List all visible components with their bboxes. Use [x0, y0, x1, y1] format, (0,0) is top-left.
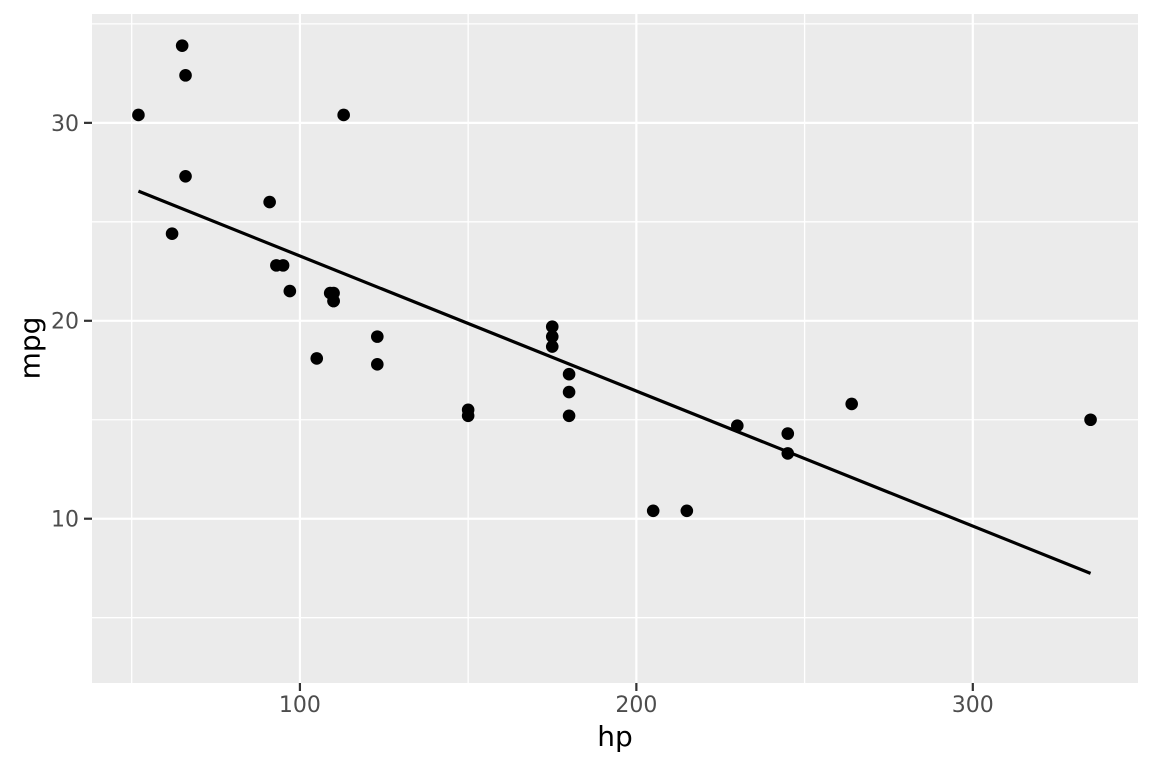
- data-point: [371, 358, 384, 371]
- data-point: [371, 330, 384, 343]
- data-point: [646, 504, 660, 518]
- data-point: [730, 419, 744, 432]
- data-point: [1084, 413, 1097, 427]
- data-point: [132, 108, 145, 122]
- x-axis-title: hp: [597, 720, 633, 753]
- data-point: [310, 352, 324, 365]
- x-tick-label: 200: [615, 693, 657, 718]
- data-point: [179, 170, 192, 183]
- data-point: [845, 397, 858, 411]
- data-point: [562, 385, 576, 399]
- data-point: [562, 367, 576, 381]
- y-tick-label: 30: [51, 112, 79, 137]
- data-point: [461, 409, 475, 423]
- data-point: [781, 427, 795, 440]
- data-point: [562, 409, 576, 423]
- data-point: [276, 259, 290, 272]
- data-point: [545, 330, 559, 343]
- data-point: [545, 340, 559, 353]
- data-point: [337, 108, 350, 122]
- y-tick-label: 20: [51, 310, 79, 335]
- data-point: [179, 69, 192, 82]
- y-tick-label: 10: [51, 508, 79, 533]
- data-point: [175, 39, 189, 52]
- plot-panel-background: [92, 14, 1138, 683]
- x-tick-label: 100: [279, 693, 321, 718]
- data-point: [323, 286, 337, 300]
- y-axis-title: mpg: [13, 316, 47, 380]
- data-point: [263, 195, 276, 209]
- x-tick-label: 300: [952, 693, 994, 718]
- data-point: [165, 227, 179, 241]
- data-point: [781, 447, 795, 460]
- data-point: [545, 320, 559, 334]
- data-point: [283, 284, 297, 298]
- trend-line: [137, 189, 1092, 575]
- data-point: [680, 504, 694, 518]
